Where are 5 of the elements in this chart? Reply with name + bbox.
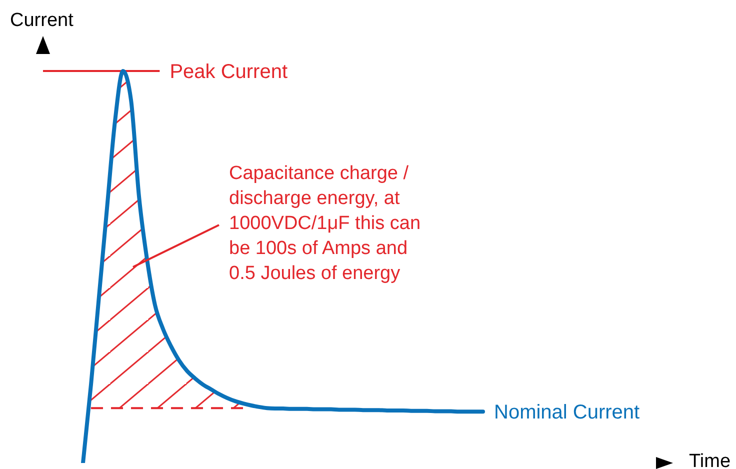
y-axis-title: Current (10, 10, 74, 31)
ref-line-label: Peak Current (170, 61, 288, 84)
series-label: Nominal Current (494, 402, 640, 424)
annotation: Capacitance charge / discharge energy, at 1000VDC/1μF this can be 100s of Amps and 0.5 Joules of energy (229, 163, 421, 284)
x-axis-title: Time (689, 451, 731, 469)
